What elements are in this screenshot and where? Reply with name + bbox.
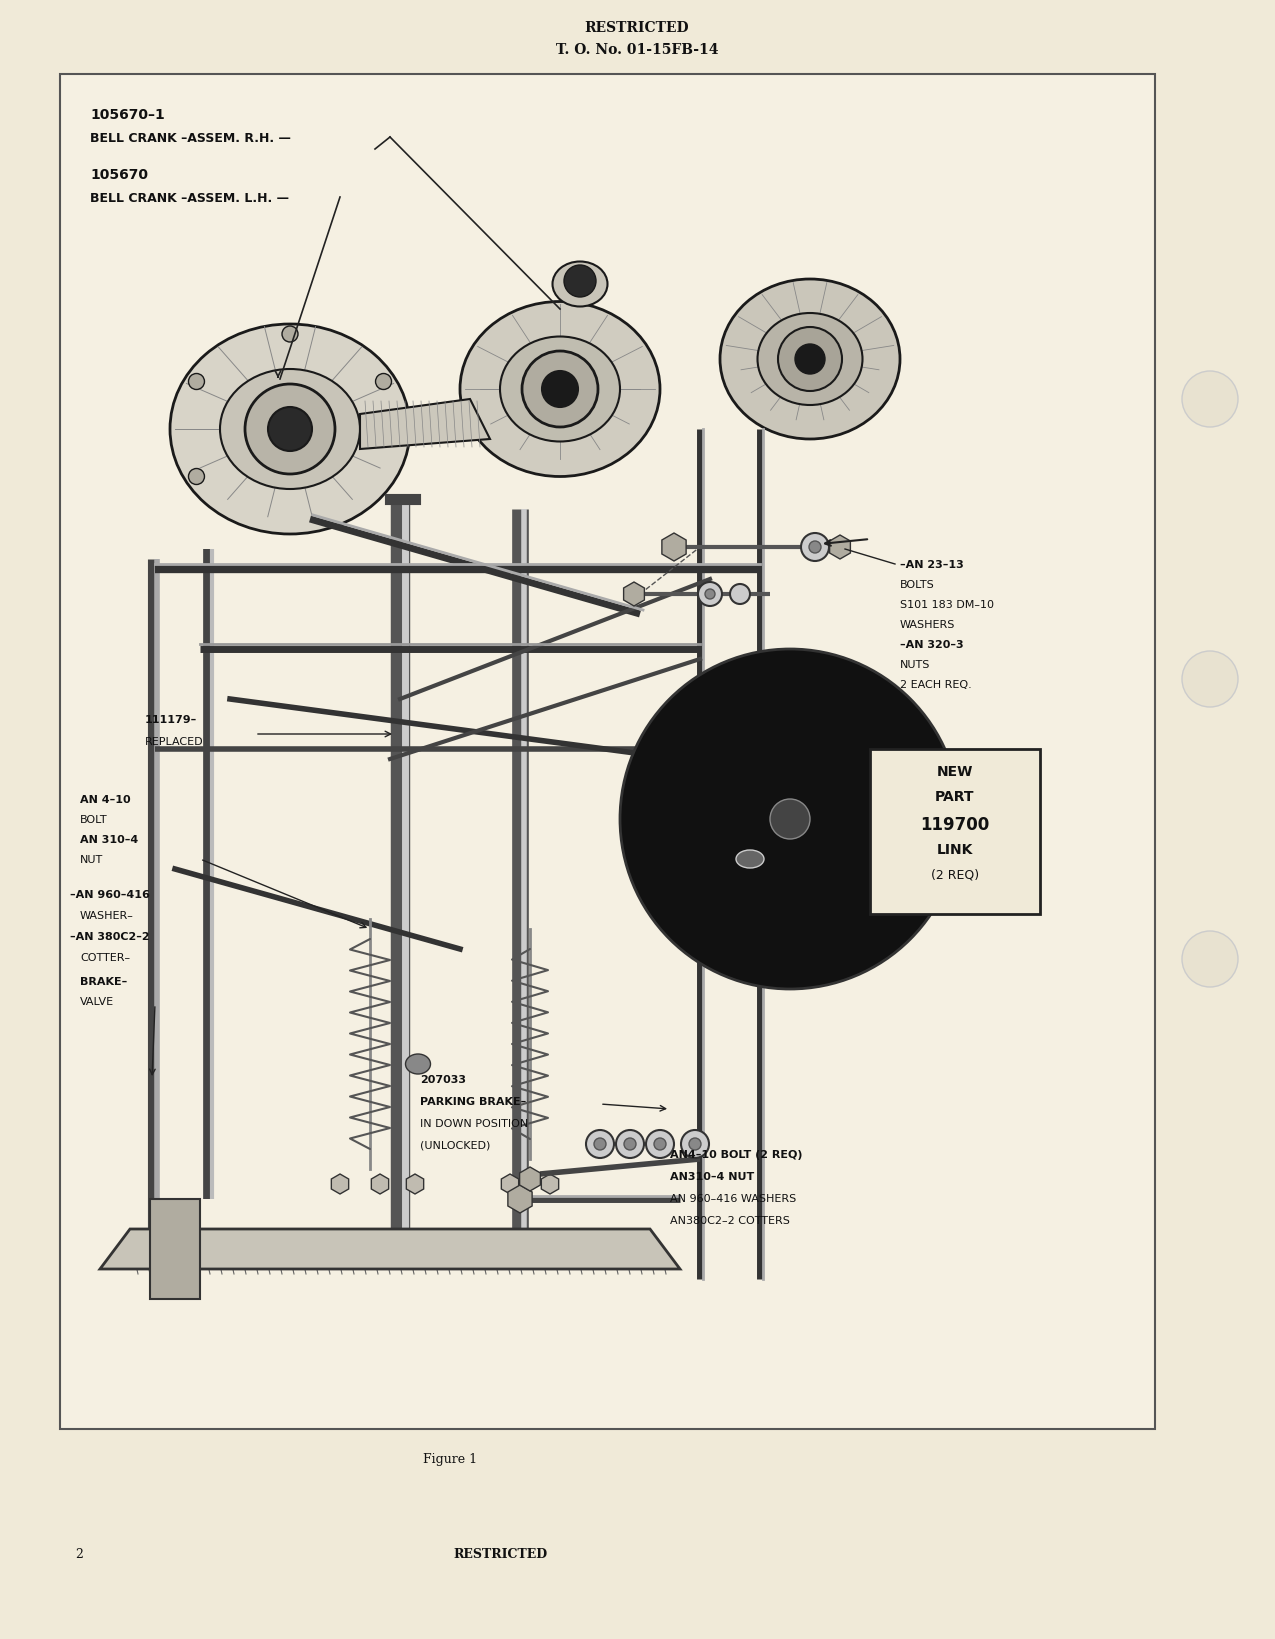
Text: BRAKE–: BRAKE– [80, 977, 128, 987]
Text: BOLT: BOLT [80, 815, 107, 824]
Circle shape [616, 1131, 644, 1159]
Text: PARKING BRAKE–: PARKING BRAKE– [419, 1096, 527, 1106]
Bar [870, 749, 1040, 915]
Circle shape [542, 372, 578, 408]
Text: NEW: NEW [937, 764, 973, 779]
Ellipse shape [460, 302, 660, 477]
Text: NUTS: NUTS [900, 659, 931, 670]
Circle shape [268, 408, 312, 452]
Circle shape [697, 582, 722, 606]
Circle shape [778, 328, 842, 392]
Circle shape [796, 344, 825, 375]
Circle shape [282, 326, 298, 343]
Circle shape [731, 585, 750, 605]
Text: (UNLOCKED): (UNLOCKED) [419, 1141, 491, 1151]
Circle shape [245, 385, 335, 475]
Circle shape [801, 534, 829, 562]
Circle shape [681, 1131, 709, 1159]
Ellipse shape [720, 280, 900, 439]
Text: 119700: 119700 [921, 816, 989, 834]
Circle shape [586, 1131, 615, 1159]
Circle shape [564, 266, 595, 298]
Text: 2: 2 [75, 1547, 83, 1560]
Text: IN DOWN POSITION: IN DOWN POSITION [419, 1118, 528, 1128]
Text: VALVE: VALVE [80, 997, 115, 1006]
Circle shape [770, 800, 810, 839]
Circle shape [189, 469, 204, 485]
Circle shape [623, 1139, 636, 1151]
Bar [60, 75, 1155, 1429]
Polygon shape [360, 400, 490, 449]
Circle shape [688, 1139, 701, 1151]
Ellipse shape [500, 338, 620, 443]
Polygon shape [99, 1229, 680, 1269]
Text: NUT: NUT [80, 854, 103, 864]
Circle shape [521, 352, 598, 428]
Ellipse shape [405, 1054, 431, 1074]
Circle shape [1182, 931, 1238, 987]
Circle shape [1182, 652, 1238, 708]
Text: Figure 1: Figure 1 [423, 1452, 477, 1465]
Text: RESTRICTED: RESTRICTED [453, 1547, 547, 1560]
Ellipse shape [221, 370, 360, 490]
Text: T. O. No. 01-15FB-14: T. O. No. 01-15FB-14 [556, 43, 718, 57]
Text: (2 REQ): (2 REQ) [931, 869, 979, 882]
Text: AN 310–4: AN 310–4 [80, 834, 138, 844]
Text: RESTRICTED: RESTRICTED [585, 21, 690, 34]
Text: –AN 960–416: –AN 960–416 [70, 890, 150, 900]
Ellipse shape [736, 851, 764, 869]
Text: BELL CRANK –ASSEM. R.H. —: BELL CRANK –ASSEM. R.H. — [91, 131, 291, 144]
Text: 207033: 207033 [419, 1074, 465, 1085]
Text: WASHER–: WASHER– [80, 910, 134, 921]
Text: WASHERS: WASHERS [900, 620, 955, 629]
Text: LINK: LINK [937, 842, 973, 857]
Circle shape [594, 1139, 606, 1151]
Text: AN 960–416 WASHERS: AN 960–416 WASHERS [669, 1193, 797, 1203]
Circle shape [646, 1131, 674, 1159]
Text: 2 EACH REQ.: 2 EACH REQ. [900, 680, 972, 690]
Text: 105670: 105670 [91, 167, 148, 182]
Text: COTTER–: COTTER– [80, 952, 130, 962]
Circle shape [620, 649, 960, 990]
Circle shape [376, 374, 391, 390]
Circle shape [189, 374, 204, 390]
Text: S101 183 DM–10: S101 183 DM–10 [900, 600, 994, 610]
Text: –AN 23–13: –AN 23–13 [900, 559, 964, 570]
Circle shape [654, 1139, 666, 1151]
Text: PART: PART [936, 790, 975, 803]
Text: AN380C2–2 COTTERS: AN380C2–2 COTTERS [669, 1214, 790, 1226]
Text: AN4–10 BOLT (2 REQ): AN4–10 BOLT (2 REQ) [669, 1149, 802, 1159]
Circle shape [1182, 372, 1238, 428]
Text: REPLACED: REPLACED [145, 736, 204, 746]
Text: AN 4–10: AN 4–10 [80, 795, 130, 805]
Ellipse shape [170, 325, 411, 534]
Text: 105670–1: 105670–1 [91, 108, 164, 121]
Text: –AN 320–3: –AN 320–3 [900, 639, 964, 649]
Text: AN310–4 NUT: AN310–4 NUT [669, 1172, 755, 1182]
Text: BELL CRANK –ASSEM. L.H. —: BELL CRANK –ASSEM. L.H. — [91, 192, 289, 205]
Text: BOLTS: BOLTS [900, 580, 935, 590]
Circle shape [705, 590, 715, 600]
Text: 111179–: 111179– [145, 715, 198, 724]
Ellipse shape [757, 313, 862, 406]
Text: –AN 380C2–2: –AN 380C2–2 [70, 931, 149, 941]
Polygon shape [150, 1200, 200, 1300]
Circle shape [810, 541, 821, 554]
Ellipse shape [552, 262, 607, 308]
